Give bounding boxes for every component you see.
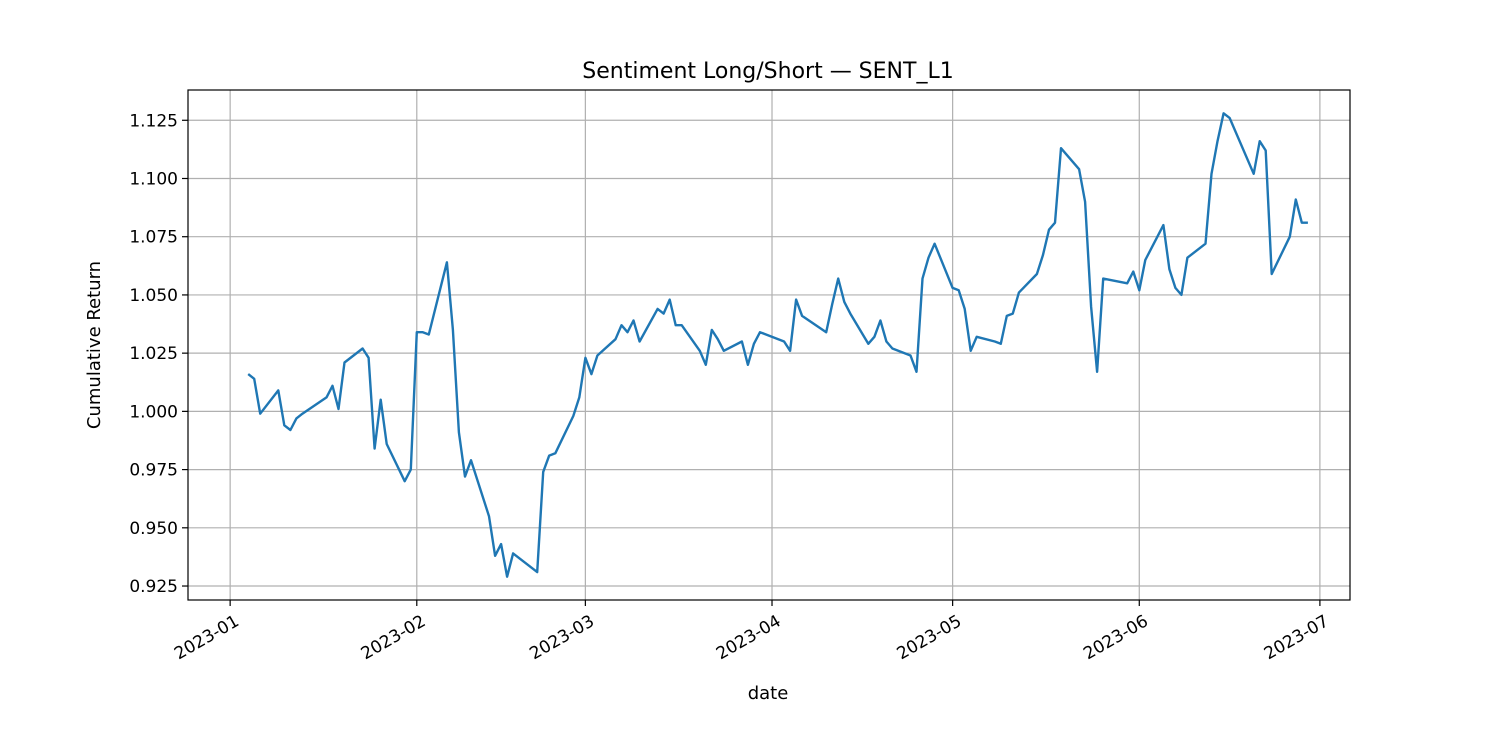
y-tick-label: 1.025 (129, 344, 178, 364)
x-tick-label: 2023-02 (358, 611, 430, 664)
y-tick-label: 1.100 (129, 169, 178, 189)
y-tick-label: 1.050 (129, 286, 178, 306)
series-line (247, 112, 1308, 578)
x-axis-label: date (748, 683, 789, 704)
x-tick-label: 2023-01 (171, 611, 243, 664)
y-axis: 0.925 0.950 0.975 1.000 1.025 1.050 1.075 1.100… (129, 111, 188, 597)
y-tick-label: 0.975 (129, 461, 178, 481)
chart-title: Sentiment Long/Short — SENT_L1 (582, 59, 953, 84)
x-tick-label: 2023-07 (1261, 611, 1333, 664)
x-axis: 2023-01 2023-02 2023-03 2023-04 2023-05 2023-… (171, 600, 1332, 664)
x-tick-label: 2023-04 (713, 611, 785, 664)
y-tick-label: 0.950 (129, 519, 178, 539)
y-tick-label: 1.125 (129, 111, 178, 131)
y-tick-label: 0.925 (129, 577, 178, 597)
y-tick-label: 1.000 (129, 402, 178, 422)
x-tick-label: 2023-06 (1080, 611, 1152, 664)
x-tick-label: 2023-05 (894, 611, 966, 664)
y-axis-label: Cumulative Return (84, 261, 105, 429)
x-tick-label: 2023-03 (526, 611, 598, 664)
y-tick-label: 1.075 (129, 228, 178, 248)
plot-area-frame (187, 89, 1351, 601)
grid-lines (188, 90, 1350, 600)
